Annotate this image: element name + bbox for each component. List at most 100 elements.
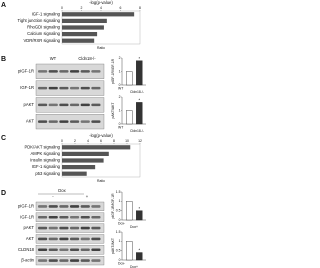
- category-label: Calcium signaling: [27, 31, 60, 36]
- y-axis-label: pIGF-1R/IGF-1R: [111, 58, 115, 84]
- lane-label: WT: [50, 56, 57, 61]
- blot-band: [80, 237, 90, 241]
- bar: [62, 158, 104, 163]
- bar: [125, 201, 133, 221]
- blot-band: [59, 103, 69, 107]
- blot-band: [59, 237, 69, 241]
- x-tick-label: 12: [138, 139, 142, 143]
- bar: [136, 60, 143, 86]
- y-tick-label: 2: [119, 95, 121, 99]
- y-tick-label: 1: [119, 108, 121, 112]
- blot-band: [48, 248, 58, 252]
- blot-band: [70, 70, 80, 73]
- lane-label: Cldn18-/-: [78, 56, 96, 61]
- blot-band: [91, 237, 101, 241]
- bar: [62, 12, 135, 17]
- blot-band: [80, 215, 90, 219]
- y-tick-label: 2: [119, 56, 121, 60]
- blot-band: [80, 226, 90, 230]
- blot-band: [70, 215, 80, 219]
- blot-band: [38, 215, 48, 219]
- blot-band: [48, 259, 58, 262]
- category-label: IGF-1 signaling: [32, 164, 61, 169]
- blot-band: [48, 70, 58, 73]
- x-axis-label: Ratio: [97, 46, 105, 50]
- blot-band: [70, 237, 80, 241]
- blot-band: [80, 205, 90, 208]
- lane-title: Dox: [58, 188, 66, 193]
- x-tick-label: 8: [139, 6, 141, 10]
- category-label: p53 signaling: [35, 171, 60, 176]
- blot-band: [48, 86, 58, 90]
- bar: [125, 71, 133, 86]
- blot-band: [59, 120, 69, 123]
- blot-band: [91, 70, 101, 73]
- y-tick-label: 0: [119, 258, 121, 262]
- blot-band: [59, 226, 69, 230]
- blot-band: [48, 205, 58, 208]
- category-label: IGF-1 signaling: [32, 11, 61, 16]
- category-label: Dox+: [130, 225, 138, 229]
- bar: [62, 25, 104, 30]
- blot-band: [70, 86, 80, 90]
- blot-band: [70, 103, 80, 107]
- y-axis-label: pIGF-1R/IGF-1R: [111, 193, 115, 219]
- x-tick-label: 6: [100, 139, 102, 143]
- figure: A -log(p-value) 0 2 4 6 8 IGF-1 signaling Tight …: [1, 0, 146, 268]
- blot-band: [80, 103, 90, 107]
- blot-band: [91, 205, 101, 208]
- blot-band: [91, 248, 101, 252]
- bar: [62, 18, 107, 24]
- blot-band: [48, 237, 58, 241]
- panel-letter: D: [1, 190, 6, 197]
- bar: [136, 102, 143, 125]
- panel-letter: A: [1, 2, 6, 9]
- blot-band: [38, 237, 48, 241]
- blot-band: [48, 120, 58, 123]
- annotation: *: [138, 56, 140, 61]
- row-label: IGF-1R: [20, 214, 34, 219]
- row-label: pIGF-1R: [18, 68, 34, 73]
- blot-band: [91, 215, 101, 219]
- blot-band: [70, 120, 80, 123]
- blot-band: [80, 86, 90, 90]
- row-label: CLDN18: [18, 247, 35, 252]
- bar: [62, 145, 131, 150]
- blot-band: [91, 120, 101, 123]
- y-tick-label: 0: [119, 218, 121, 222]
- panel-letter: B: [1, 56, 6, 63]
- blot-band: [80, 120, 90, 123]
- category-label: Insulin signaling: [30, 158, 60, 163]
- blot-band: [91, 103, 101, 107]
- bar: [125, 110, 133, 125]
- category-label: WT: [118, 125, 123, 129]
- axis-title: -log(p-value): [89, 0, 113, 5]
- blot-band: [38, 259, 48, 262]
- x-tick-label: 4: [87, 139, 89, 143]
- x-tick-label: 4: [100, 6, 102, 10]
- y-tick-label: 1: [119, 199, 121, 203]
- row-label: pAKT: [24, 102, 35, 107]
- blot-band: [38, 86, 48, 90]
- blot-band: [80, 248, 90, 252]
- category-label: Cldn18-/-: [130, 129, 144, 133]
- x-tick-label: 6: [120, 6, 122, 10]
- category-label: PDK/AKT signaling: [24, 144, 60, 149]
- blot-band: [70, 248, 80, 252]
- x-axis-label: Ratio: [97, 179, 105, 183]
- y-tick-label: 0.5: [116, 209, 121, 213]
- row-label: pIGF-1R: [18, 204, 34, 209]
- row-label: pAKT: [24, 225, 35, 230]
- blot-band: [80, 70, 90, 73]
- blot-band: [48, 215, 58, 219]
- blot-band: [59, 70, 69, 73]
- blot-band: [59, 205, 69, 208]
- y-axis-label: pAKT/AKT: [111, 238, 115, 254]
- blot-band: [80, 259, 90, 262]
- lane-label: +: [86, 194, 89, 199]
- x-tick-label: 10: [125, 139, 129, 143]
- lane-label: -: [52, 194, 54, 199]
- blot-band: [91, 86, 101, 90]
- blot-band: [59, 248, 69, 252]
- y-tick-label: 0: [119, 83, 121, 87]
